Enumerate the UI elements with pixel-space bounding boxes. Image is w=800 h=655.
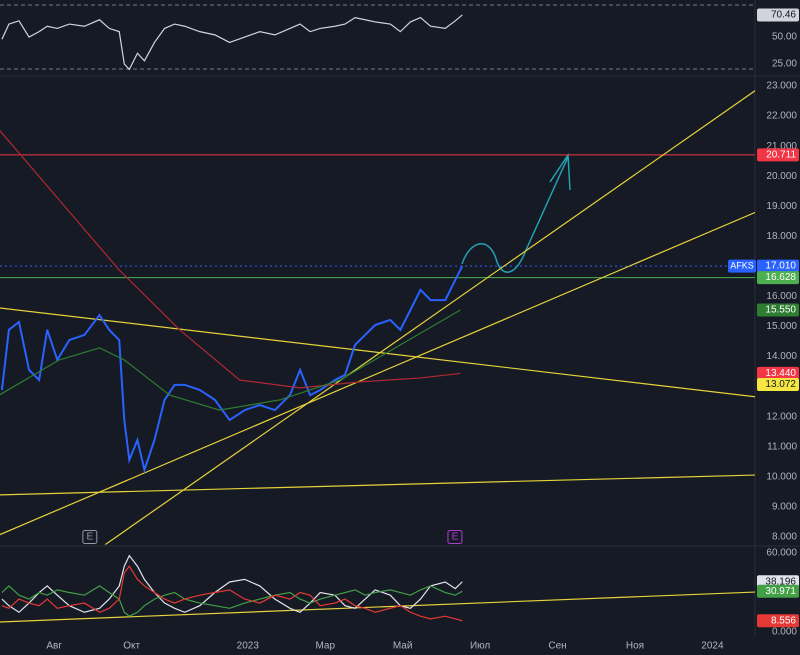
- price-label: 38.196: [765, 576, 796, 587]
- price-label: 70.46: [771, 10, 796, 21]
- y-tick-label: 16.000: [766, 291, 797, 302]
- price-label-box: [757, 303, 799, 317]
- series-line: [0, 265, 464, 474]
- price-label-box: [757, 377, 799, 391]
- x-tick-label: Авг: [46, 641, 62, 652]
- price-label: 15.550: [765, 305, 796, 316]
- trend-line: [0, 211, 755, 536]
- y-tick-label: 14.000: [766, 351, 797, 362]
- price-label-box: [757, 148, 799, 162]
- x-tick-label: Окт: [123, 641, 140, 652]
- trend-line: [0, 591, 755, 623]
- event-flag: [447, 530, 463, 544]
- y-tick-label: 20.000: [766, 171, 797, 182]
- y-tick-label: 60.000: [766, 548, 797, 559]
- price-label-box: [757, 584, 799, 598]
- price-label-box: [757, 614, 799, 628]
- event-flag: [82, 530, 98, 544]
- price-label: 13.072: [765, 379, 796, 390]
- price-label: 8.556: [771, 615, 796, 626]
- trend-line: [0, 307, 755, 398]
- y-tick-label: 22.000: [766, 111, 797, 122]
- series-line: [0, 309, 461, 411]
- price-label: 30.971: [765, 586, 796, 597]
- y-tick-label: 0.000: [772, 627, 797, 638]
- x-tick-label: 2024: [701, 641, 724, 652]
- y-tick-label: 11.000: [767, 441, 797, 452]
- series-line: [1, 14, 463, 71]
- y-tick-label: 8.000: [772, 532, 797, 543]
- series-line: [0, 129, 461, 389]
- y-tick-label: 15.000: [766, 321, 797, 332]
- price-label: 16.628: [765, 272, 796, 283]
- series-line: [1, 565, 463, 622]
- y-tick-label: 18.000: [766, 231, 797, 242]
- trend-line: [0, 474, 755, 496]
- ticker-label: AFKS: [730, 260, 754, 270]
- trend-line: [104, 90, 755, 545]
- series-line: [1, 585, 463, 617]
- axes: 50.00 25.00 70.46 8.000 9.000 10.000 11.000 12.…: [46, 8, 799, 652]
- price-label-box: [757, 271, 799, 285]
- y-tick-label: 21.000: [766, 141, 797, 152]
- y-tick-label: 19.000: [766, 201, 797, 212]
- x-tick-label: Сен: [548, 641, 566, 652]
- event-flag-label: E: [86, 532, 93, 543]
- event-flag-label: E: [452, 532, 459, 543]
- x-tick-label: Май: [393, 641, 413, 652]
- x-tick-label: Ноя: [626, 641, 644, 652]
- y-tick-label: 23.000: [766, 81, 797, 92]
- price-label: 13.440: [765, 368, 796, 379]
- rsi-pane: [1, 14, 463, 71]
- x-tick-label: 2023: [237, 641, 260, 652]
- y-tick-label: 9.000: [772, 502, 797, 513]
- x-tick-label: Июл: [470, 641, 490, 652]
- price-label-box: [757, 366, 799, 380]
- y-tick-label: 50.00: [772, 32, 797, 43]
- price-label-box: [757, 8, 799, 22]
- dmi-pane: [0, 554, 755, 623]
- ticker-box: [728, 259, 756, 273]
- y-tick-label: 12.000: [766, 411, 797, 422]
- y-tick-label: 25.00: [772, 59, 797, 70]
- price-label: 17.010: [765, 261, 796, 272]
- price-label: 20.711: [766, 149, 796, 160]
- price-label-box: [757, 259, 799, 273]
- y-tick-label: 10.000: [766, 471, 797, 482]
- x-tick-label: Мар: [315, 641, 335, 652]
